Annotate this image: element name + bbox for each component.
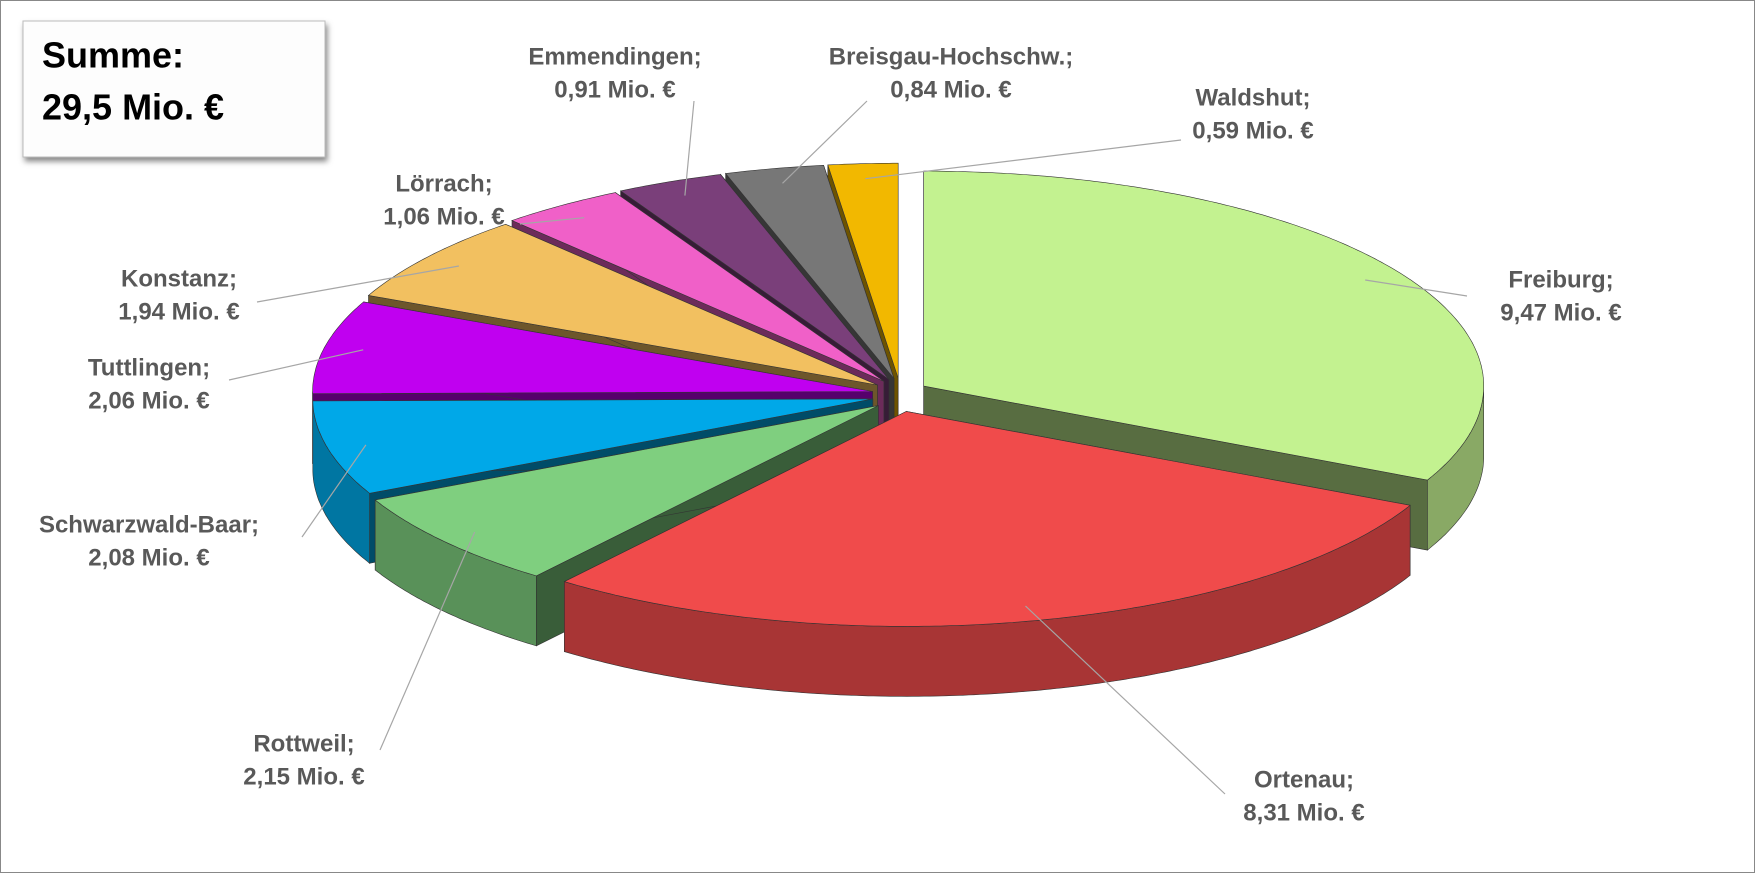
category-label: Freiburg; xyxy=(1508,266,1613,293)
category-label: Breisgau-Hochschw.; xyxy=(829,43,1074,70)
pie xyxy=(312,162,1484,697)
slice-top xyxy=(563,411,1411,627)
leader-line xyxy=(865,139,1182,180)
slice-top xyxy=(374,405,879,577)
leader-line xyxy=(684,100,695,196)
value-label: 8,31 Mio. € xyxy=(1243,799,1364,826)
category-label: Ortenau; xyxy=(1254,766,1354,793)
leader-line xyxy=(256,265,460,303)
leader-line xyxy=(228,349,364,381)
value-label: 9,47 Mio. € xyxy=(1500,299,1621,326)
slice-top xyxy=(367,223,878,386)
slice-top xyxy=(725,164,895,379)
leader-line xyxy=(782,100,868,184)
leader-line xyxy=(519,217,585,225)
slice-top xyxy=(923,170,1484,481)
slice-top xyxy=(619,174,890,380)
leader-line xyxy=(379,531,476,751)
leader-line xyxy=(1025,605,1226,795)
category-label: Tuttlingen; xyxy=(88,354,210,381)
slice xyxy=(563,410,1411,697)
value-label: 2,06 Mio. € xyxy=(88,387,209,414)
value-label: 2,08 Mio. € xyxy=(88,544,209,571)
value-label: 0,84 Mio. € xyxy=(890,76,1011,103)
category-label: Lörrach; xyxy=(395,170,492,197)
slice-top xyxy=(312,398,873,494)
sum-title: Summe: xyxy=(42,35,184,76)
category-label: Emmendingen; xyxy=(528,43,701,70)
category-label: Schwarzwald-Baar; xyxy=(39,511,259,538)
leader-line xyxy=(301,444,367,538)
labels: Freiburg; 9,47 Mio. € Ortenau; 8,31 Mio. € R… xyxy=(39,43,1622,826)
leader-line xyxy=(1365,279,1468,297)
value-label: 2,15 Mio. € xyxy=(243,763,364,790)
sum-value: 29,5 Mio. € xyxy=(42,87,224,128)
slice-top xyxy=(312,301,873,395)
category-label: Rottweil; xyxy=(253,730,354,757)
value-label: 1,94 Mio. € xyxy=(118,298,239,325)
sum-box xyxy=(22,20,326,158)
slice-top xyxy=(827,162,899,379)
category-label: Konstanz; xyxy=(121,265,237,292)
value-label: 0,59 Mio. € xyxy=(1192,117,1313,144)
value-label: 0,91 Mio. € xyxy=(554,76,675,103)
value-label: 1,06 Mio. € xyxy=(383,203,504,230)
slice-top xyxy=(511,192,885,382)
category-label: Waldshut; xyxy=(1195,84,1310,111)
